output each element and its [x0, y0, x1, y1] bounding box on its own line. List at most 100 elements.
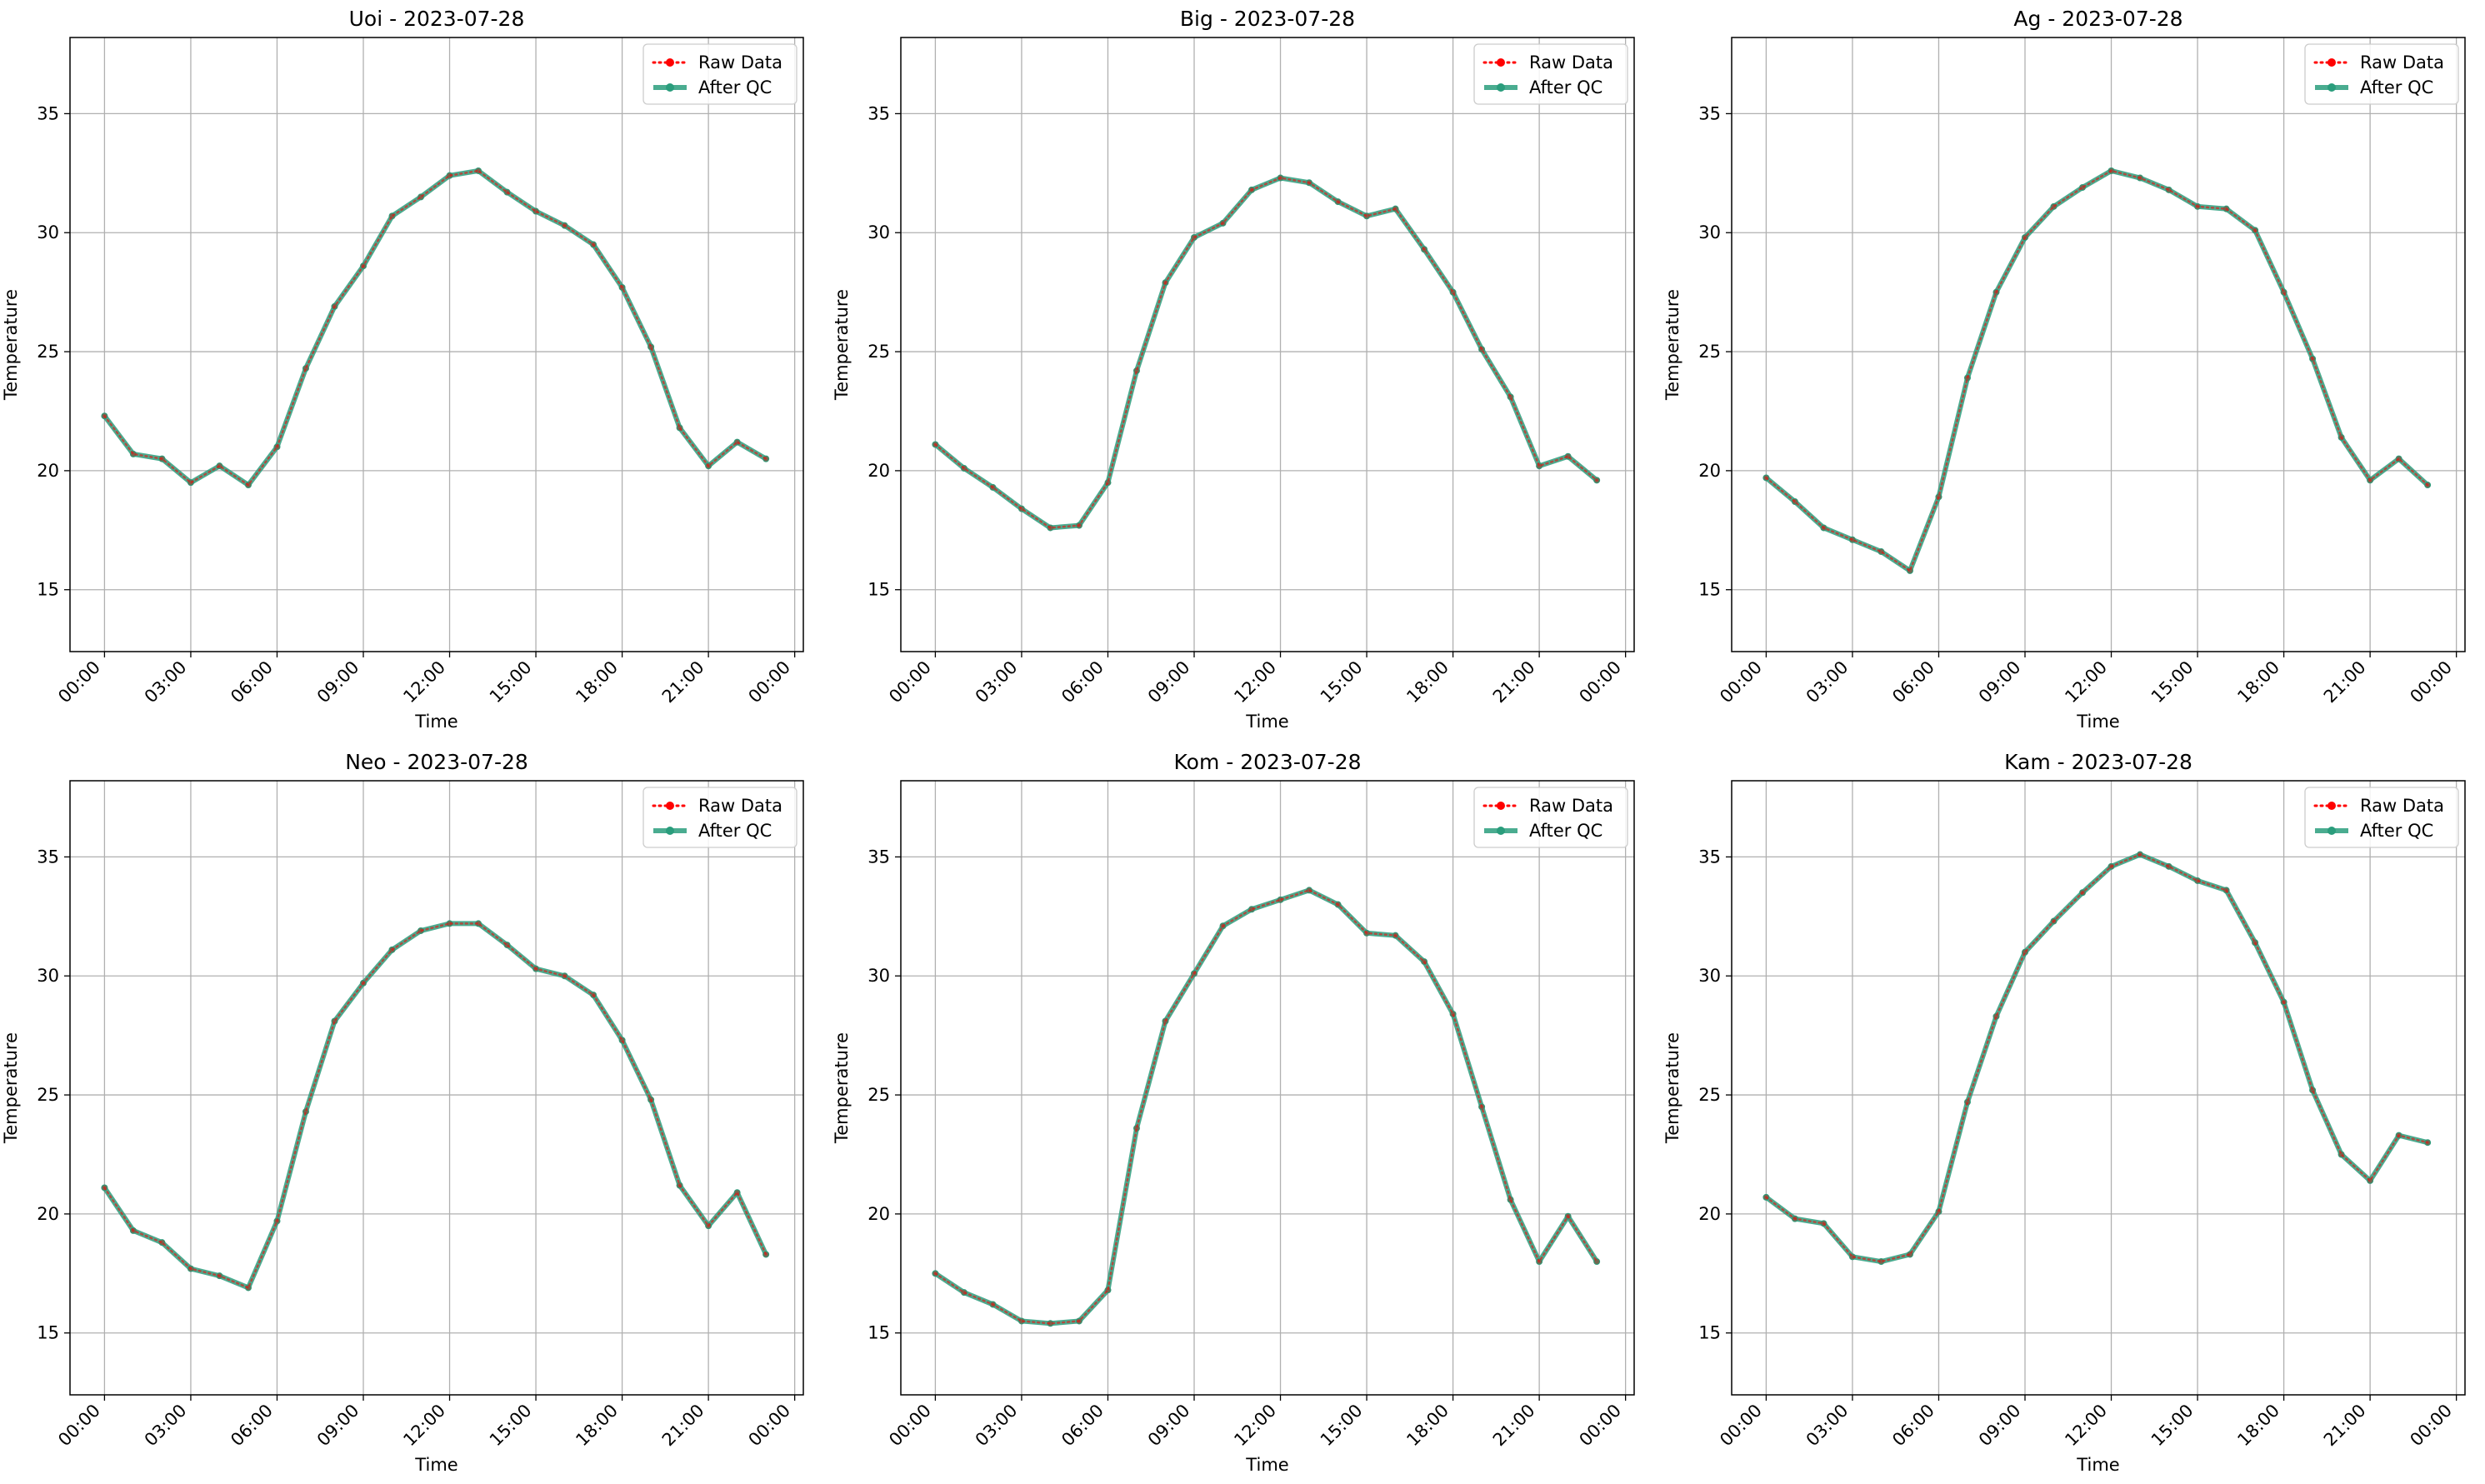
- data-point-raw: [102, 413, 108, 419]
- y-axis-label: Temperature: [1, 1032, 21, 1144]
- x-tick-label: 21:00: [1489, 1401, 1539, 1451]
- x-tick-label: 03:00: [972, 1401, 1022, 1451]
- legend-label-raw: Raw Data: [1529, 52, 1613, 72]
- legend-marker-raw: [666, 58, 674, 67]
- data-point-raw: [476, 167, 482, 173]
- data-point-raw: [648, 1097, 654, 1102]
- legend: Raw Data After QC: [2304, 43, 2459, 105]
- data-point-raw: [361, 980, 366, 986]
- legend-label-after-qc: After QC: [1529, 77, 1602, 97]
- data-point-raw: [2223, 206, 2229, 212]
- data-point-raw: [2368, 1177, 2373, 1183]
- x-tick-label: 00:00: [54, 1401, 104, 1451]
- chart-panel: 15 20 25 30 35 00:00 03:00 06:00 09:00 12:00 15:00…: [832, 7, 1635, 732]
- x-tick-label: 09:00: [1144, 657, 1194, 707]
- data-point-raw: [1249, 907, 1255, 912]
- data-point-raw: [1133, 1126, 1139, 1132]
- series-line-after-qc: [102, 167, 768, 488]
- legend-label-raw: Raw Data: [2360, 52, 2444, 72]
- x-tick-label: 09:00: [1975, 657, 2025, 707]
- data-point-raw: [533, 966, 539, 972]
- y-tick-label: 15: [37, 580, 59, 600]
- x-tick-label: 15:00: [486, 1401, 536, 1451]
- series-line-raw: [1765, 169, 2429, 572]
- x-tick-label: 21:00: [2320, 1401, 2370, 1451]
- data-point-raw: [2281, 289, 2287, 295]
- data-point-raw: [990, 1302, 996, 1307]
- data-point-raw: [562, 973, 568, 979]
- data-point-raw: [763, 1252, 769, 1257]
- y-axis-label: Temperature: [1662, 289, 1682, 401]
- data-point-raw: [1450, 1011, 1456, 1017]
- chart-panel: 15 20 25 30 35 00:00 03:00 06:00 09:00 12:00 15:00…: [1, 750, 804, 1475]
- x-tick-label: 00:00: [744, 1401, 794, 1451]
- x-tick-label: 00:00: [1575, 657, 1625, 707]
- data-point-raw: [504, 189, 510, 195]
- x-tick-label: 15:00: [2148, 657, 2198, 707]
- legend-marker-raw: [1497, 802, 1505, 810]
- data-point-raw: [1565, 1213, 1571, 1219]
- data-point-raw: [1792, 1216, 1798, 1222]
- y-tick-label: 20: [868, 1204, 890, 1224]
- x-tick-label: 18:00: [572, 1401, 622, 1451]
- data-point-raw: [1792, 499, 1798, 505]
- data-point-raw: [159, 1240, 165, 1246]
- data-point-raw: [961, 466, 967, 472]
- data-point-raw: [2223, 887, 2229, 893]
- data-point-raw: [990, 484, 996, 490]
- data-point-raw: [2080, 890, 2086, 896]
- x-tick-label: 12:00: [2061, 1401, 2111, 1451]
- data-point-raw: [706, 463, 712, 469]
- data-point-raw: [533, 208, 539, 214]
- data-point-raw: [1878, 1259, 1884, 1265]
- data-point-raw: [591, 992, 597, 998]
- data-point-raw: [1422, 247, 1428, 252]
- y-tick-label: 15: [37, 1323, 59, 1343]
- x-tick-label: 21:00: [658, 1401, 708, 1451]
- x-tick-label: 15:00: [2148, 1401, 2198, 1451]
- x-tick-label: 09:00: [1975, 1401, 2025, 1451]
- data-point-raw: [2022, 949, 2028, 955]
- data-point-raw: [2396, 1132, 2402, 1138]
- data-point-raw: [619, 1037, 625, 1043]
- series-line-after-qc: [933, 887, 1599, 1327]
- legend: Raw Data After QC: [1473, 787, 1628, 848]
- axes-frame: [1731, 37, 2466, 652]
- data-point-raw: [1849, 537, 1855, 542]
- data-point-raw: [2022, 234, 2028, 240]
- y-tick-label: 30: [37, 966, 59, 986]
- y-axis-label: Temperature: [1, 289, 21, 401]
- x-tick-label: 03:00: [141, 657, 191, 707]
- data-point-raw: [1392, 206, 1398, 212]
- series-line-after-qc: [933, 175, 1599, 531]
- data-point-raw: [706, 1223, 712, 1229]
- chart-title: Kom - 2023-07-28: [1174, 750, 1362, 774]
- data-point-raw: [389, 213, 395, 219]
- data-point-after-qc: [1878, 1258, 1885, 1266]
- data-point-after-qc: [1132, 1125, 1140, 1132]
- data-point-raw: [1335, 199, 1341, 205]
- data-point-raw: [332, 303, 338, 309]
- data-point-after-qc: [1047, 1320, 1054, 1327]
- y-tick-label: 20: [868, 461, 890, 481]
- legend: Raw Data After QC: [642, 43, 798, 105]
- data-point-raw: [1936, 1209, 1942, 1215]
- chart-title: Big - 2023-07-28: [1180, 7, 1355, 31]
- x-tick-label: 06:00: [227, 1401, 277, 1451]
- data-point-raw: [2138, 175, 2143, 181]
- chart-panel: 15 20 25 30 35 00:00 03:00 06:00 09:00 12:00 15:00…: [1662, 750, 2466, 1475]
- x-tick-label: 03:00: [141, 1401, 191, 1451]
- data-point-raw: [159, 456, 165, 462]
- data-point-raw: [1907, 1252, 1912, 1257]
- chart-panel: 15 20 25 30 35 00:00 03:00 06:00 09:00 12:00 15:00…: [832, 750, 1635, 1475]
- data-point-raw: [2051, 918, 2057, 924]
- series-line-raw: [1765, 853, 2429, 1263]
- data-point-raw: [1821, 1221, 1827, 1227]
- data-point-raw: [1192, 971, 1197, 977]
- y-tick-label: 35: [37, 103, 59, 123]
- data-point-raw: [504, 942, 510, 948]
- legend-marker-after-qc: [1497, 83, 1505, 92]
- data-point-raw: [1048, 525, 1053, 531]
- data-point-raw: [1537, 1259, 1542, 1265]
- data-point-raw: [1220, 923, 1226, 929]
